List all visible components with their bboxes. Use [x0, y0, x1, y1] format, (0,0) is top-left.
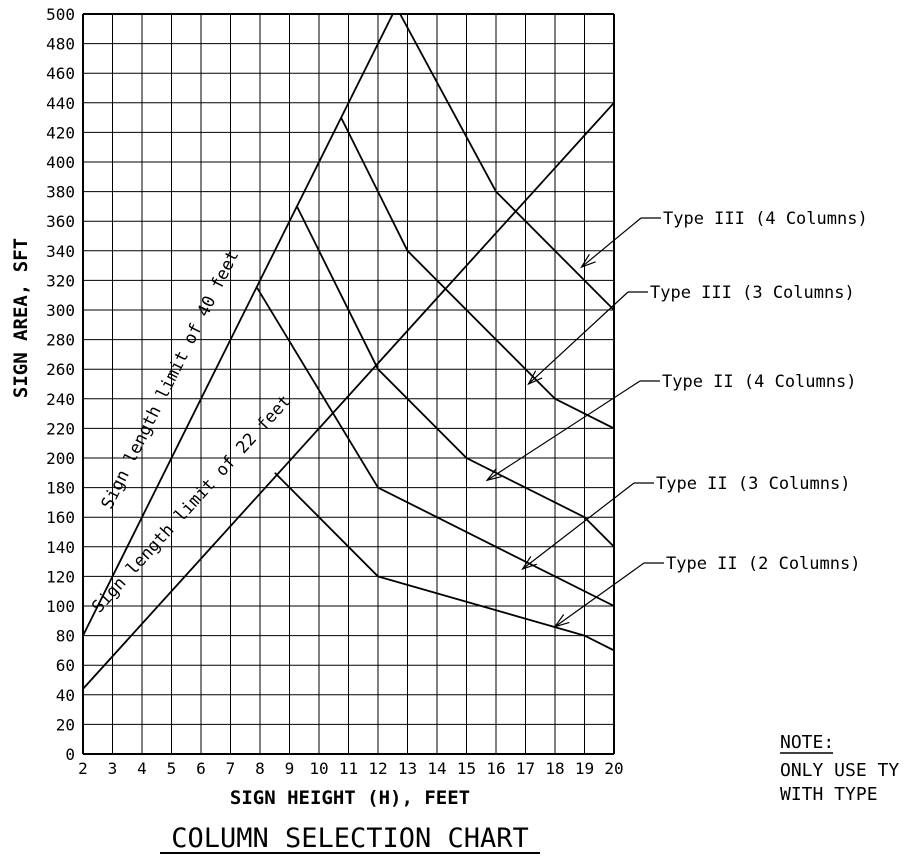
series-line	[399, 14, 614, 311]
annotation-label: Type III (3 Columns)	[650, 283, 855, 303]
annotation-arrowhead	[527, 370, 543, 386]
y-tick-label: 220	[46, 419, 75, 438]
x-tick-label: 6	[196, 759, 206, 778]
x-tick-label: 7	[226, 759, 236, 778]
annotation-label: Type II (3 Columns)	[656, 474, 850, 494]
annotation-arrowhead	[485, 468, 502, 482]
y-tick-label: 100	[46, 597, 75, 616]
x-axis-title: SIGN HEIGHT (H), FEET	[230, 787, 470, 809]
y-tick-label: 140	[46, 538, 75, 557]
y-tick-label: 340	[46, 242, 75, 261]
series-line	[340, 117, 614, 430]
series-line	[274, 472, 614, 652]
y-tick-label: 200	[46, 449, 75, 468]
annotation-leader	[522, 482, 635, 570]
y-tick-label: 40	[56, 686, 75, 705]
x-tick-label: 17	[516, 759, 535, 778]
annotation-leader	[581, 217, 642, 268]
series-line	[256, 287, 614, 607]
y-tick-label: 240	[46, 390, 75, 409]
annotation-label: Type III (4 Columns)	[663, 209, 868, 229]
x-tick-label: 4	[137, 759, 147, 778]
y-tick-label: 300	[46, 301, 75, 320]
annotation-arrowhead	[553, 614, 570, 628]
y-tick-label: 260	[46, 360, 75, 379]
annotation-leader	[554, 562, 645, 628]
note-heading: NOTE:	[780, 732, 834, 753]
x-tick-label: 3	[108, 759, 118, 778]
y-tick-label: 0	[65, 745, 75, 764]
y-tick-label: 360	[46, 212, 75, 231]
y-tick-label: 80	[56, 627, 75, 646]
x-tick-label: 10	[309, 759, 328, 778]
x-tick-label: 11	[339, 759, 358, 778]
y-tick-label: 160	[46, 508, 75, 527]
y-tick-label: 180	[46, 479, 75, 498]
y-tick-label: 500	[46, 5, 75, 24]
y-tick-label: 460	[46, 64, 75, 83]
y-tick-label: 420	[46, 123, 75, 142]
y-tick-label: 380	[46, 183, 75, 202]
x-tick-label: 5	[167, 759, 177, 778]
x-tick-label: 2	[78, 759, 88, 778]
note-line-2: WITH TYPE	[780, 784, 878, 805]
y-tick-labels: 0 20 40 60 80 100 120 140 160 180 200 220 240 260 280 3…	[46, 5, 75, 764]
series-line	[296, 205, 614, 548]
x-tick-labels: 2 3 4 5 6 7 8 9 10 11 12 13 14 15 16 17 18 19 20	[78, 759, 623, 778]
x-tick-label: 20	[604, 759, 623, 778]
note-line-1: ONLY USE TY	[780, 760, 899, 781]
y-axis-title: SIGN AREA, SFT	[10, 238, 32, 398]
annotations: Type III (4 Columns) Type III (3 Columns)…	[485, 209, 868, 628]
x-tick-label: 18	[545, 759, 564, 778]
y-tick-label: 320	[46, 271, 75, 290]
y-tick-label: 120	[46, 567, 75, 586]
x-tick-label: 16	[486, 759, 505, 778]
series-line	[83, 102, 614, 690]
series-line	[83, 14, 394, 637]
y-tick-label: 400	[46, 153, 75, 172]
annotation-arrowhead	[521, 556, 537, 571]
annotation-label: Type II (2 Columns)	[666, 554, 860, 574]
y-tick-label: 440	[46, 94, 75, 113]
x-tick-label: 14	[427, 759, 446, 778]
y-tick-label: 280	[46, 331, 75, 350]
y-tick-label: 60	[56, 656, 75, 675]
x-tick-label: 13	[398, 759, 417, 778]
x-tick-label: 15	[457, 759, 476, 778]
x-tick-label: 12	[368, 759, 387, 778]
annotation-label: Type II (4 Columns)	[662, 372, 856, 392]
chart-title: COLUMN SELECTION CHART	[171, 823, 529, 854]
x-tick-label: 9	[285, 759, 295, 778]
y-tick-label: 20	[56, 715, 75, 734]
annotation-leader	[486, 380, 641, 481]
annotation-leader	[528, 291, 629, 385]
y-tick-label: 480	[46, 35, 75, 54]
x-tick-label: 19	[575, 759, 594, 778]
series-lines	[83, 14, 614, 690]
annotation-arrowhead	[580, 253, 596, 269]
x-tick-label: 8	[255, 759, 265, 778]
